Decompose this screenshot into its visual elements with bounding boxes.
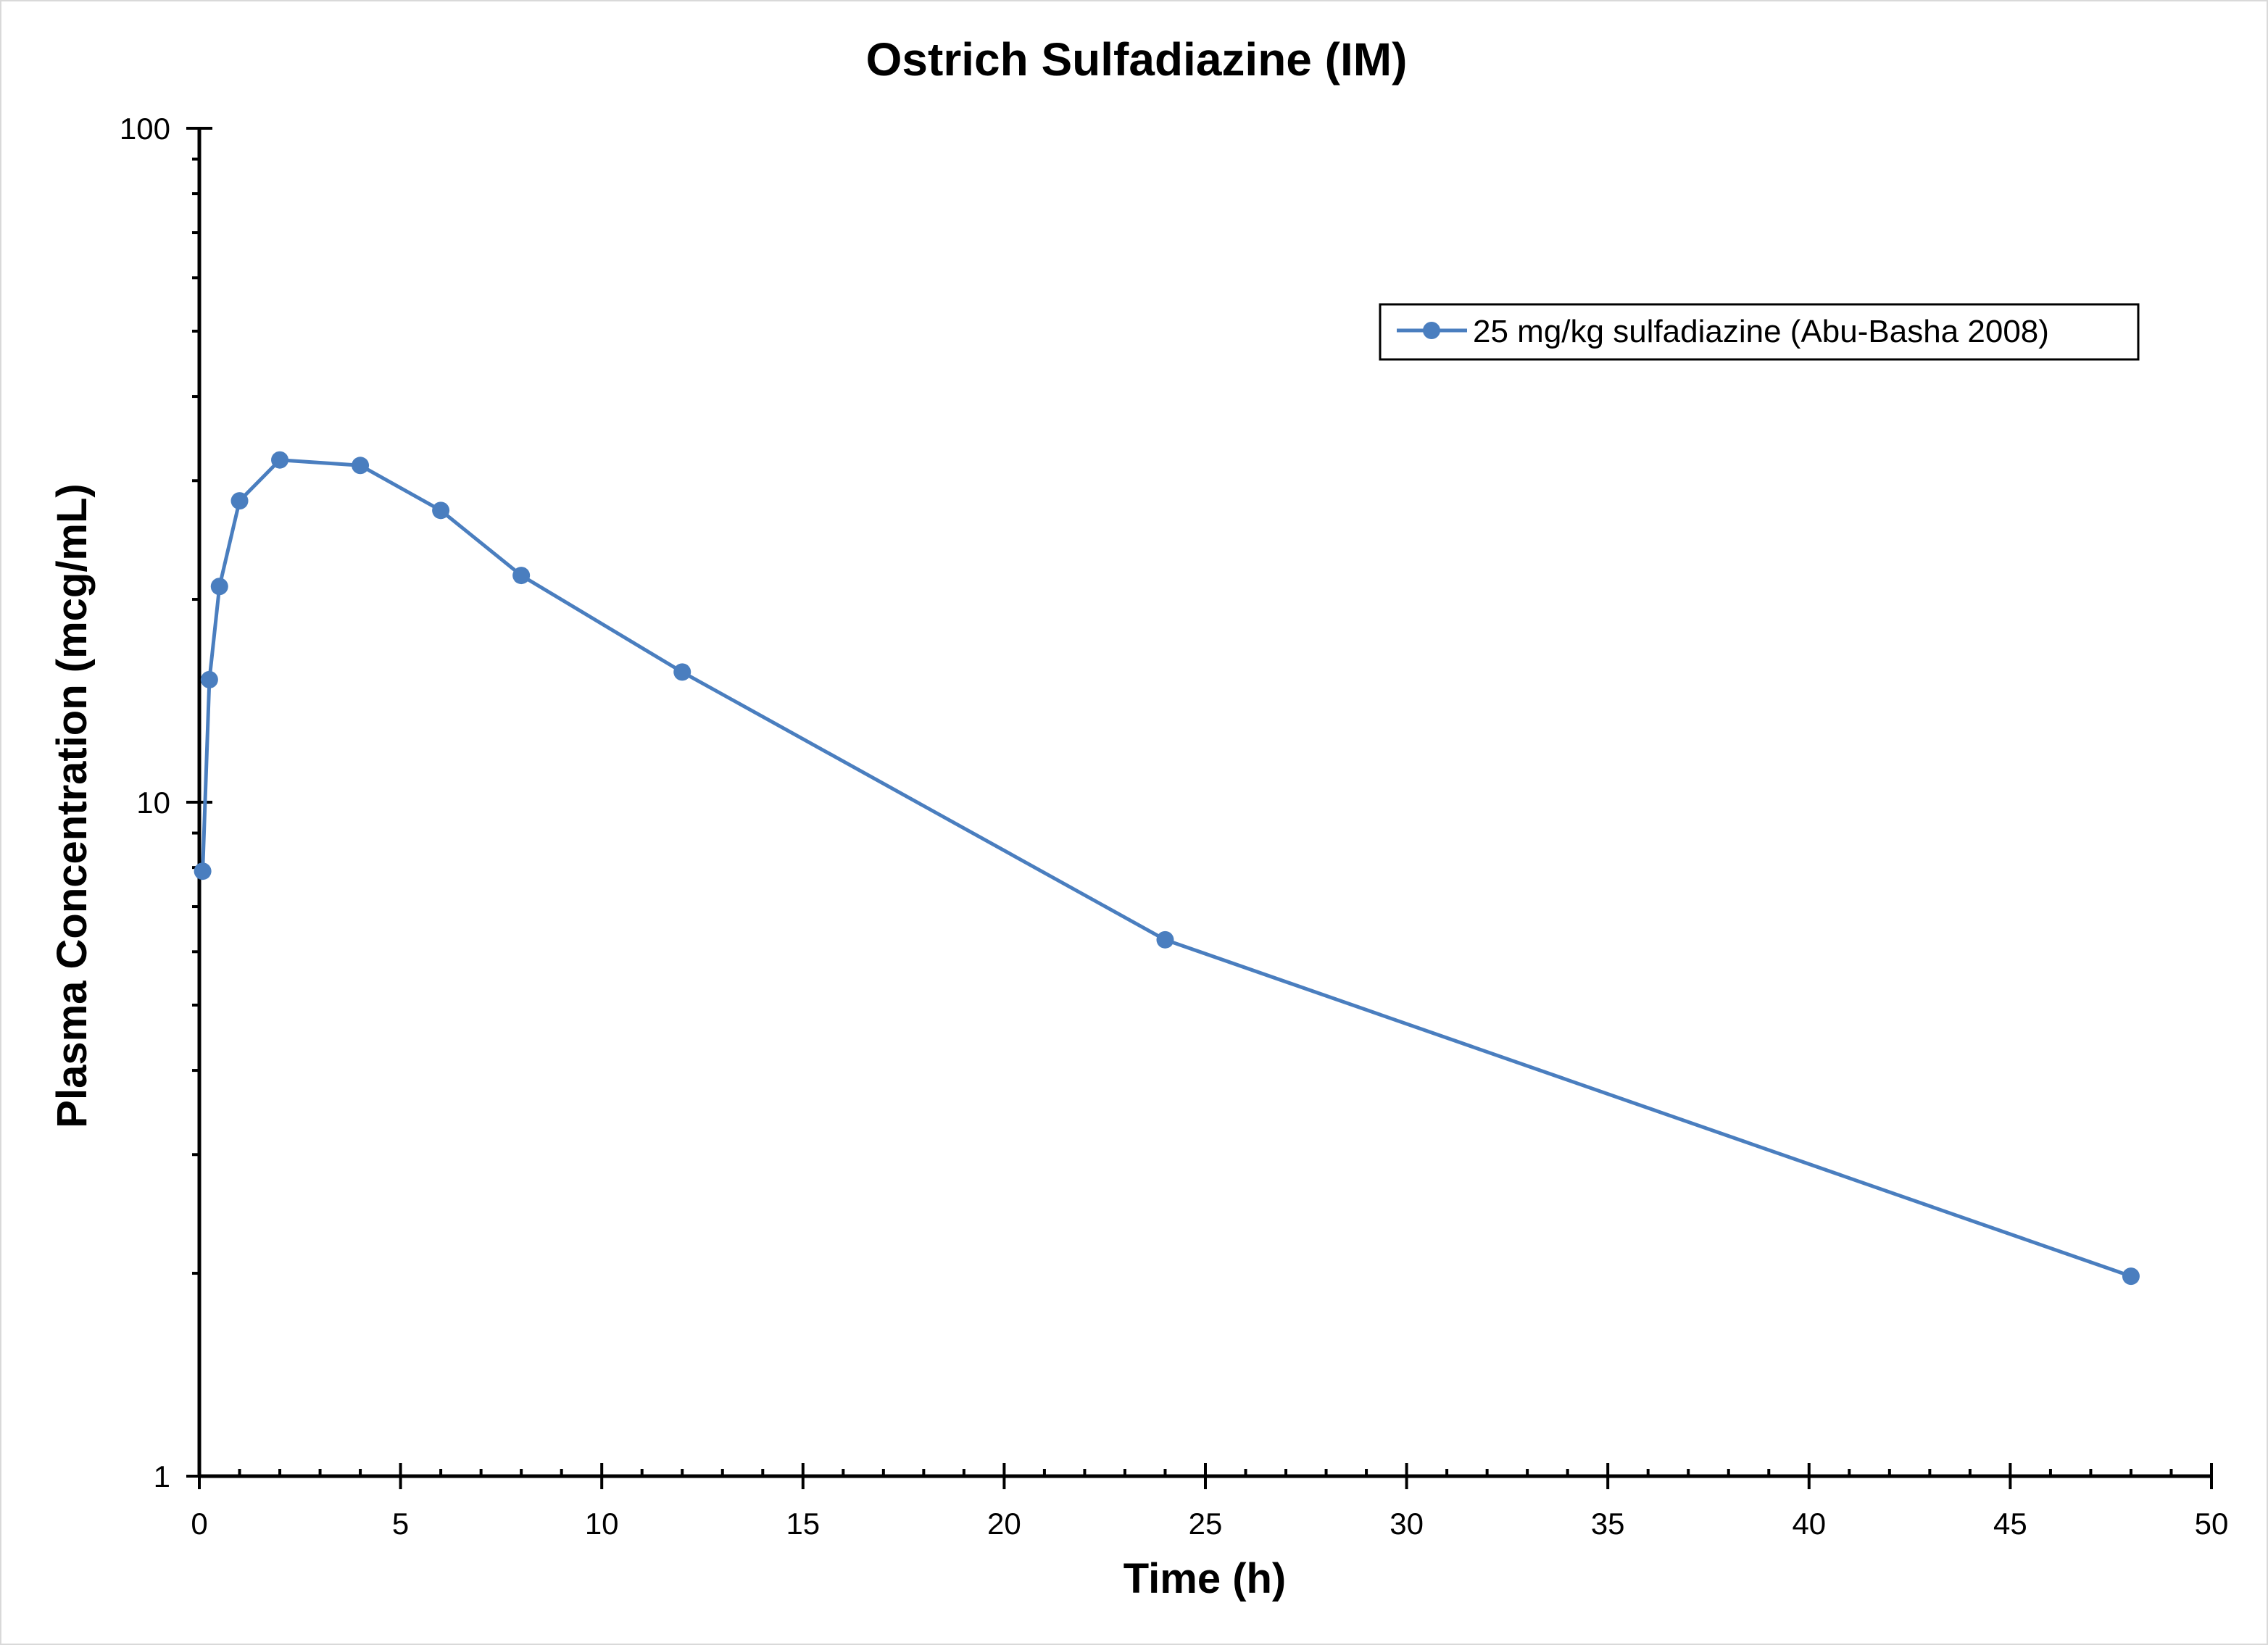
y-tick-label: 10 bbox=[136, 786, 170, 820]
axes: 0 5 10 15 20 25 30 35 40 45 50 1 10 100 bbox=[120, 112, 2228, 1541]
x-tick-label: 30 bbox=[1390, 1507, 1424, 1541]
data-point bbox=[1156, 930, 1174, 949]
data-point bbox=[271, 451, 289, 469]
x-tick-label: 45 bbox=[1993, 1507, 2027, 1541]
x-tick-label: 20 bbox=[987, 1507, 1021, 1541]
series-line bbox=[201, 458, 2132, 1278]
x-axis-label: Time (h) bbox=[1123, 1555, 1287, 1602]
x-tick-label: 25 bbox=[1189, 1507, 1223, 1541]
legend: 25 mg/kg sulfadiazine (Abu-Basha 2008) bbox=[1379, 303, 2140, 361]
chart-title: Ostrich Sulfadiazine (IM) bbox=[866, 33, 1408, 86]
plot-area bbox=[194, 451, 2140, 1286]
legend-marker bbox=[1423, 322, 1440, 339]
x-tick-label: 0 bbox=[191, 1507, 207, 1541]
x-tick-label: 5 bbox=[392, 1507, 409, 1541]
data-point bbox=[194, 862, 212, 880]
data-point bbox=[673, 663, 691, 681]
x-tick-label: 50 bbox=[2195, 1507, 2229, 1541]
data-point bbox=[352, 457, 370, 475]
x-tick-label: 40 bbox=[1792, 1507, 1826, 1541]
data-point bbox=[210, 578, 228, 596]
x-tick-label: 10 bbox=[585, 1507, 619, 1541]
data-point bbox=[432, 501, 450, 520]
data-point bbox=[2122, 1267, 2140, 1286]
data-point bbox=[200, 670, 218, 688]
x-tick-label: 15 bbox=[786, 1507, 820, 1541]
y-axis-label: Plasma Concentration (mcg/mL) bbox=[49, 483, 96, 1128]
data-point bbox=[230, 492, 249, 510]
legend-box bbox=[1379, 303, 2140, 361]
y-tick-label: 100 bbox=[120, 112, 170, 146]
x-tick-label: 35 bbox=[1591, 1507, 1625, 1541]
data-point bbox=[512, 567, 531, 585]
y-tick-label: 1 bbox=[154, 1459, 170, 1494]
legend-label: 25 mg/kg sulfadiazine (Abu-Basha 2008) bbox=[1473, 314, 2049, 349]
